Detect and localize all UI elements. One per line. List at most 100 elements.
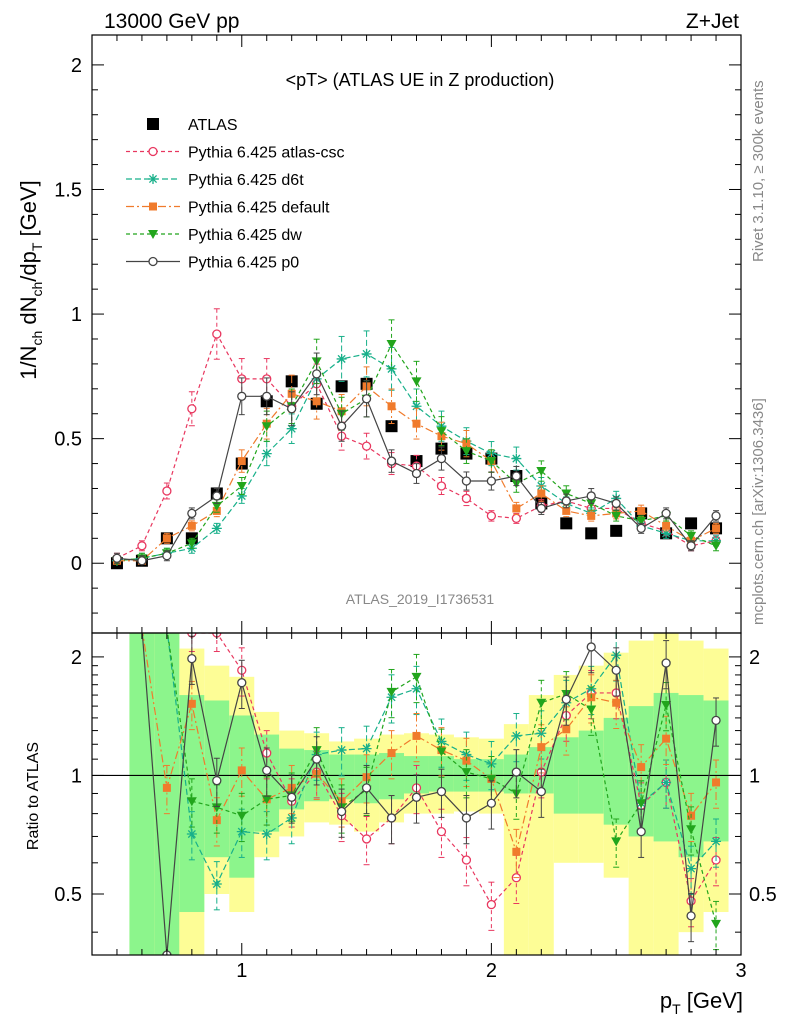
- point-atlas_csc: [486, 511, 497, 521]
- ratio-point-atlas_csc: [436, 826, 447, 837]
- point-d6t: [661, 528, 672, 539]
- plot-title: <pT> (ATLAS UE in Z production): [286, 70, 555, 90]
- point-default: [412, 419, 421, 428]
- ratio-point-dw: [386, 687, 397, 697]
- ratio-point-d6t: [686, 863, 697, 874]
- ratio-point-p0: [711, 715, 721, 726]
- legend-entry-dw: Pythia 6.425 dw: [126, 227, 302, 244]
- y-tick-label: 1.5: [54, 179, 82, 201]
- beam-label: 13000 GeV pp: [104, 10, 239, 33]
- point-atlas_csc: [361, 441, 372, 451]
- y-axis-label: 1/Nch dNch/dpT [GeV]: [16, 180, 45, 380]
- point-dw: [586, 499, 597, 509]
- point-atlas_csc: [187, 404, 197, 414]
- rivet-version-label: Rivet 3.1.10, ≥ 300k events: [750, 80, 767, 262]
- point-d6t: [511, 453, 522, 464]
- ratio-point-p0: [511, 767, 521, 777]
- ratio-point-default: [412, 731, 421, 740]
- band-inner-bin: [603, 717, 629, 825]
- ratio-point-d6t: [211, 879, 222, 890]
- point-p0: [287, 404, 297, 414]
- ratio-point-dw: [236, 811, 247, 821]
- legend-marker-p0: [148, 256, 158, 267]
- ratio-point-p0: [386, 813, 397, 823]
- point-atlas_csc: [461, 493, 472, 504]
- point-atlas_csc: [162, 486, 172, 496]
- ratio-point-default: [462, 756, 471, 765]
- ratio-point-default: [187, 699, 196, 708]
- band-inner-bin: [129, 633, 155, 955]
- point-p0: [187, 508, 197, 519]
- ratio-point-d6t: [261, 829, 272, 840]
- legend-entry-ATLAS: ATLAS: [147, 117, 238, 134]
- ratio-point-dw: [461, 768, 472, 778]
- ratio-point-d6t: [711, 836, 722, 847]
- point-atlas_csc: [511, 513, 521, 524]
- point-dw: [211, 501, 222, 511]
- point-dw: [686, 531, 697, 541]
- point-p0: [536, 503, 546, 514]
- point-default: [187, 521, 196, 530]
- point-p0: [586, 491, 596, 501]
- x-axis-label-text: pT [GeV]: [660, 988, 743, 1017]
- point-default: [712, 524, 721, 533]
- point-d6t: [286, 423, 297, 434]
- ratio-point-dw: [186, 797, 197, 807]
- point-p0: [561, 496, 571, 506]
- ratio-y-axis-label: Ratio to ATLAS: [25, 742, 42, 850]
- x-tick-label: 1: [236, 960, 247, 982]
- ratio-y-tick-label-right: 1: [749, 765, 760, 787]
- point-default: [237, 457, 246, 466]
- legend-label-atlas_csc: Pythia 6.425 atlas-csc: [188, 145, 345, 162]
- ratio-y-tick-label: 0.5: [54, 884, 82, 906]
- ratio-point-p0: [187, 653, 197, 664]
- ratio-point-d6t: [336, 745, 347, 756]
- y-axis-label-text: 1/Nch dNch/dpT [GeV]: [16, 180, 45, 380]
- legend-label-d6t: Pythia 6.425 d6t: [188, 172, 304, 189]
- series-p0: [112, 352, 721, 566]
- ratio-point-default: [562, 725, 571, 734]
- point-default: [387, 402, 396, 411]
- x-tick-label: 2: [486, 960, 497, 982]
- axes-layer: 0 0.5 1 1.5 2 1 2 3 0.5 0.5 1 1 2 2: [54, 35, 777, 982]
- ratio-point-default: [162, 783, 171, 792]
- mcplots-label: mcplots.cern.ch [arXiv:1306.3436]: [750, 398, 767, 625]
- point-default: [662, 521, 671, 530]
- ratio-point-default: [662, 734, 671, 743]
- point-atlas_csc: [137, 541, 147, 551]
- ratio-point-dw: [611, 837, 622, 847]
- ratio-point-dw: [486, 774, 497, 784]
- point-dw: [461, 447, 472, 457]
- point-p0: [461, 476, 472, 486]
- ratio-point-p0: [486, 798, 497, 808]
- ratio-point-default: [237, 766, 246, 775]
- point-d6t: [211, 523, 222, 534]
- x-tick-label: 3: [735, 960, 746, 982]
- series-layer: [110, 308, 723, 570]
- point-atlas_csc: [212, 329, 222, 339]
- point-p0: [386, 456, 397, 466]
- ratio-point-default: [387, 749, 396, 758]
- y-tick-label: 2: [71, 55, 82, 77]
- legend-label-p0: Pythia 6.425 p0: [188, 255, 299, 272]
- legend-entry-d6t: Pythia 6.425 d6t: [126, 172, 304, 189]
- ratio-point-atlas_csc: [461, 855, 472, 865]
- point-p0: [112, 553, 122, 563]
- ratio-point-dw: [686, 825, 697, 835]
- point-dw: [636, 516, 647, 526]
- point-d6t: [261, 448, 272, 459]
- point-d6t: [336, 353, 347, 364]
- ratio-point-d6t: [411, 683, 422, 694]
- ratio-point-p0: [336, 806, 347, 817]
- band-inner-bin: [578, 730, 604, 814]
- ratio-point-default: [537, 743, 546, 752]
- legend-marker-dw: [148, 230, 158, 239]
- ratio-point-p0: [312, 754, 322, 764]
- ratio-point-default: [712, 778, 721, 787]
- legend-entry-atlas_csc: Pythia 6.425 atlas-csc: [126, 145, 345, 162]
- point-p0: [237, 391, 247, 401]
- point-atlas_csc: [436, 481, 447, 491]
- point-dw: [386, 339, 397, 349]
- ratio-point-p0: [361, 783, 372, 793]
